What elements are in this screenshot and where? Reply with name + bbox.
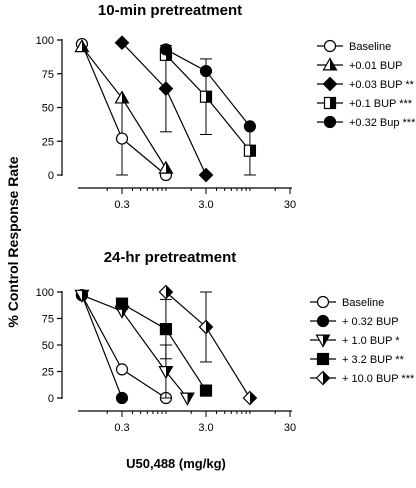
legend-marker <box>322 57 338 71</box>
data-point <box>198 167 214 183</box>
legend-entry: + 3.2 BUP ** <box>310 352 405 366</box>
data-point <box>115 132 129 145</box>
legend-marker <box>316 352 330 366</box>
legend-label: +0.32 Bup *** <box>349 117 416 129</box>
chart-title: 24-hr pretreatment <box>104 249 237 266</box>
data-point <box>179 392 195 406</box>
legend-entry: +0.32 Bup *** <box>317 115 416 129</box>
y-tick-label: 75 <box>42 69 54 81</box>
legend-entry: +0.1 BUP *** <box>317 96 413 110</box>
legend-entry: Baseline <box>310 295 384 309</box>
legend-entry: Baseline <box>317 39 391 53</box>
legend-entry: + 10.0 BUP *** <box>310 370 415 386</box>
y-axis-label: % Control Response Rate <box>5 156 21 327</box>
x-tick-label: 3.0 <box>198 422 213 434</box>
data-point <box>198 319 214 335</box>
legend-entry: + 0.32 BUP <box>310 314 399 328</box>
data-point <box>114 35 130 51</box>
series-line <box>81 294 188 399</box>
series-line <box>121 42 207 176</box>
data-point <box>158 366 174 380</box>
series-2 <box>74 39 174 174</box>
legend-label: + 3.2 BUP ** <box>342 354 405 366</box>
data-point <box>242 390 258 406</box>
data-point <box>115 391 129 405</box>
series-3 <box>114 35 214 183</box>
data-point <box>158 160 174 174</box>
legend-label: + 1.0 BUP * <box>342 335 400 347</box>
legend-marker <box>323 96 337 110</box>
series-line <box>81 46 167 169</box>
series-3 <box>74 289 195 406</box>
y-tick-label: 0 <box>48 393 54 405</box>
legend-label: +0.01 BUP <box>349 60 403 72</box>
series-5 <box>159 43 257 133</box>
x-tick-label: 30 <box>284 199 296 211</box>
legend-marker <box>315 370 331 386</box>
legend-entry: +0.03 BUP ** <box>317 76 415 92</box>
legend-marker <box>316 295 330 309</box>
data-point <box>74 39 90 53</box>
y-tick-label: 25 <box>42 367 54 379</box>
data-point <box>199 384 213 397</box>
chart-title: 10-min pretreatment <box>98 2 242 19</box>
legend-entry: + 1.0 BUP * <box>310 334 400 348</box>
data-point <box>74 289 90 303</box>
series-5 <box>158 284 258 406</box>
series-1 <box>75 37 173 182</box>
data-point <box>115 363 129 376</box>
series-line <box>165 291 251 399</box>
legend-marker <box>316 314 330 328</box>
x-tick-label: 3.0 <box>198 199 213 211</box>
data-point <box>243 120 257 133</box>
legend-label: +0.03 BUP ** <box>349 79 415 91</box>
legend-entry: +0.01 BUP <box>317 57 403 72</box>
legend-label: + 0.32 BUP <box>342 316 399 328</box>
x-tick-label: 0.3 <box>114 422 129 434</box>
legend-label: Baseline <box>349 41 391 53</box>
legend-label: + 10.0 BUP *** <box>342 373 415 385</box>
x-tick-label: 30 <box>284 422 296 434</box>
y-tick-label: 50 <box>42 340 54 352</box>
series-line <box>81 294 123 399</box>
legend-label: +0.1 BUP *** <box>349 98 413 110</box>
data-point <box>158 81 174 96</box>
y-tick-label: 75 <box>42 314 54 326</box>
legend-marker <box>322 76 338 92</box>
x-axis-label: U50,488 (mg/kg) <box>126 456 226 471</box>
data-point <box>159 323 173 336</box>
series-4 <box>115 297 213 397</box>
y-tick-label: 100 <box>36 35 54 47</box>
data-point <box>115 297 129 310</box>
x-tick-label: 0.3 <box>114 199 129 211</box>
legend-marker <box>323 39 337 53</box>
legend-marker <box>315 334 331 348</box>
data-point <box>159 43 173 56</box>
chart-panel-2: 24-hr pretreatment 0 25 50 75 100 0.3 3.0 30 U50,… <box>36 249 415 471</box>
legend-marker <box>323 115 337 129</box>
legend-label: Baseline <box>342 297 384 309</box>
y-tick-label: 50 <box>42 103 54 115</box>
y-tick-label: 100 <box>36 287 54 299</box>
y-tick-label: 0 <box>48 170 54 182</box>
data-point <box>114 90 130 104</box>
y-tick-label: 25 <box>42 136 54 148</box>
chart-panel-1: 10-min pretreatment 0 25 50 75 100 0.3 3.0 30 Bas… <box>36 2 416 211</box>
data-point <box>158 284 174 300</box>
data-point <box>243 144 257 157</box>
data-point <box>199 64 213 78</box>
data-point <box>199 90 213 103</box>
